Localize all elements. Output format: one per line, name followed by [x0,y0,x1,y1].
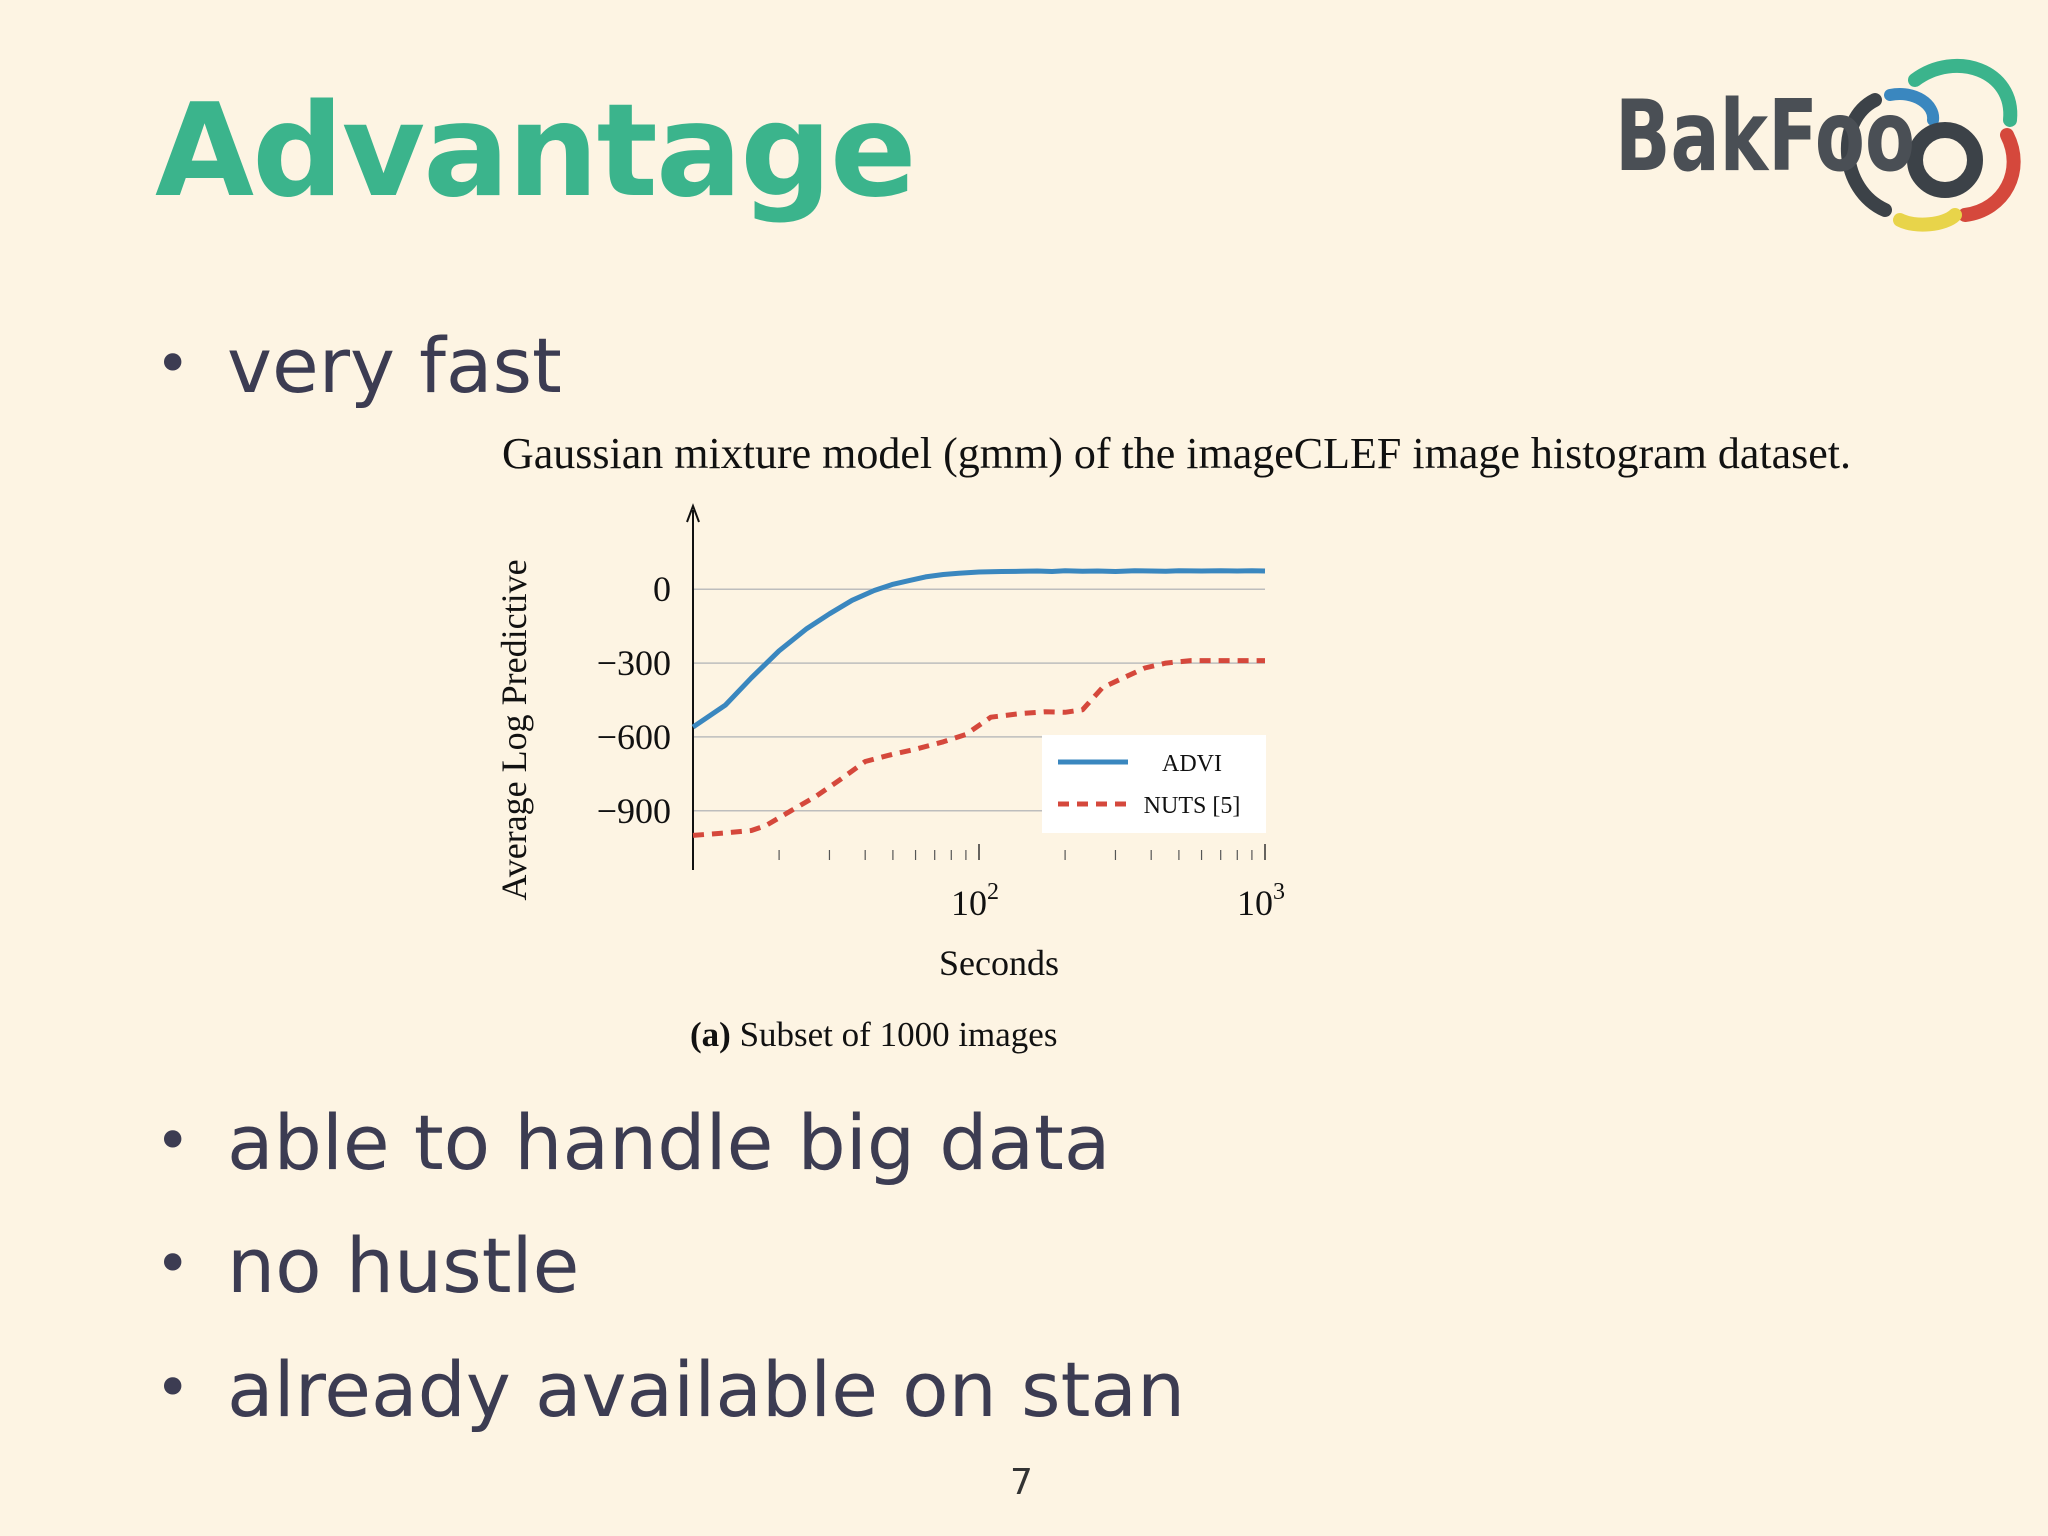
sub-caption-text: Subset of 1000 images [730,1015,1058,1054]
sub-caption: (a) Subset of 1000 images [690,1015,1057,1055]
bullet-text: very fast [227,321,562,410]
bullet-item-1: • very fast [155,328,562,404]
bullet-text: no hustle [227,1221,580,1310]
bullet-item-4: • already available on stan [155,1352,1185,1428]
y-tick-label: −900 [597,791,671,831]
chart-series [691,568,1266,838]
series-line-nuts [692,658,1265,838]
bakfoo-logo-swirl-icon [1840,58,2021,232]
bullet-dot-icon: • [155,1106,191,1176]
sub-caption-label: (a) [690,1015,731,1054]
chart-axes [686,503,700,870]
x-axis-label: Seconds [939,943,1059,983]
figure-caption: Gaussian mixture model (gmm) of the imag… [502,429,1852,478]
y-tick-label: −300 [597,643,671,683]
legend-box [1042,735,1266,833]
bullet-dot-icon: • [155,329,191,399]
slide-title: Advantage [155,77,917,226]
chart-legend: ADVI NUTS [5] [1042,735,1266,833]
bullet-dot-icon: • [155,1229,191,1299]
bullet-item-2: • able to handle big data [155,1105,1110,1181]
chart: 0 −300 −600 −900 102 103 ADVI NUTS [5] Average… [494,503,1285,983]
bullet-dot-icon: • [155,1353,191,1423]
y-axis-arrow-icon [686,503,700,523]
figure: Gaussian mixture model (gmm) of the imag… [490,420,1990,1070]
y-tick-label: 0 [653,569,671,609]
chart-ticks: 0 −300 −600 −900 102 103 [597,569,1285,923]
legend-label: ADVI [1162,751,1222,777]
bullet-item-3: • no hustle [155,1228,579,1304]
bullet-text: already available on stan [227,1345,1186,1434]
bullet-text: able to handle big data [227,1098,1111,1187]
logo-wordmark: BakFoo [1615,80,1915,194]
x-tick-label: 103 [1237,879,1285,923]
series-line-advi [691,568,1266,730]
y-tick-label: −600 [597,717,671,757]
bakfoo-logo: BakFoo [1615,58,2021,232]
legend-label: NUTS [5] [1144,793,1241,819]
y-axis-label: Average Log Predictive [494,559,534,900]
page-number: 7 [1010,1462,1033,1503]
x-tick-label: 102 [951,879,999,923]
